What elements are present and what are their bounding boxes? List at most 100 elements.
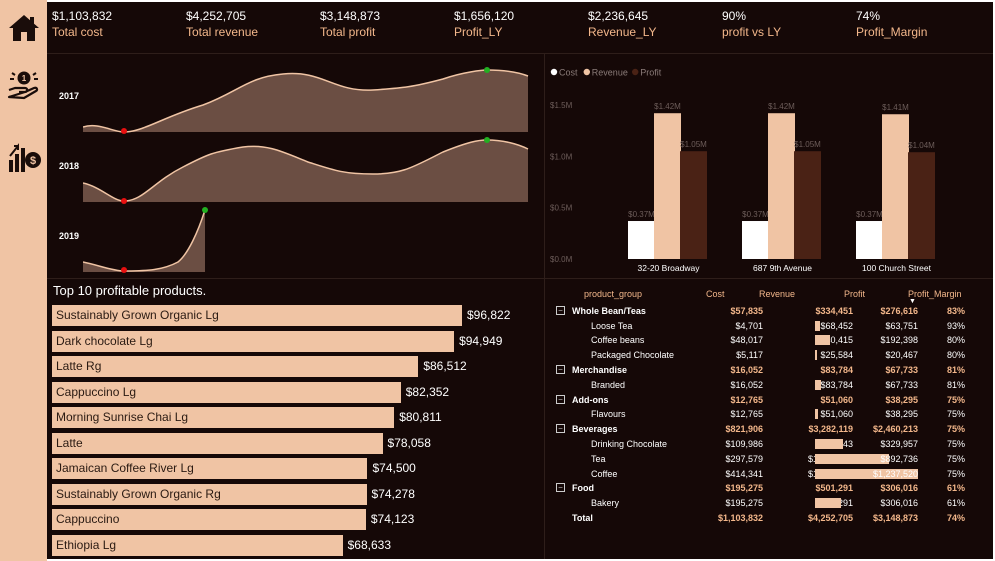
cell-profit: $20,467 [885, 350, 918, 361]
product-label: Sustainably Grown Organic Lg [56, 308, 219, 322]
kpi-value: $2,236,645 [588, 9, 649, 23]
cell-margin: 80% [946, 335, 965, 346]
profit-data-bar [815, 335, 831, 346]
product-bar-row[interactable]: Ethiopia Lg $68,633 [52, 534, 542, 556]
y-tick-label: $1.0M [550, 152, 573, 161]
svg-text:$: $ [30, 155, 36, 167]
product-bar-row[interactable]: Cappuccino Lg $82,352 [52, 381, 542, 403]
matrix-row[interactable]: Packaged Chocolate $5,117 $25,584 $20,467 80… [552, 348, 988, 363]
kpi-value: $1,656,120 [454, 9, 515, 23]
collapse-icon[interactable]: − [556, 483, 565, 493]
header-profit[interactable]: Profit [844, 289, 866, 299]
cell-revenue: $25,584 [820, 350, 853, 361]
bar-profit [794, 151, 821, 259]
cell-cost: $12,765 [730, 409, 763, 420]
cell-profit: $67,733 [885, 364, 918, 375]
cell-profit: $192,398 [880, 335, 918, 346]
product-label: Latte Rg [56, 359, 102, 373]
product-label: Sustainably Grown Organic Rg [56, 486, 221, 501]
kpi-label: Total revenue [186, 25, 259, 39]
row-label: Loose Tea [591, 320, 633, 331]
year-label-2019: 2019 [59, 231, 80, 241]
chart-legend[interactable]: Cost Revenue Profit [550, 68, 662, 78]
product-bar [52, 305, 462, 326]
collapse-icon[interactable]: − [556, 424, 565, 434]
product-bar-row[interactable]: Sustainably Grown Organic Rg $74,278 [52, 483, 542, 505]
product-bar-row[interactable]: Sustainably Grown Organic Lg $96,822 [52, 305, 542, 326]
product-bar-row[interactable]: Jamaican Coffee River Lg $74,500 [52, 458, 542, 479]
kpi-profit-vs-ly: 90% profit vs LY [722, 8, 781, 40]
bar-revenue [768, 113, 795, 259]
row-label: Branded [591, 379, 626, 390]
row-label: Coffee beans [591, 335, 645, 346]
data-label: $1.42M [654, 102, 681, 111]
bar-profit [680, 151, 707, 259]
cell-revenue: $83,784 [820, 364, 853, 375]
kpi-label: Profit_LY [454, 25, 503, 39]
cell-margin: 83% [946, 305, 965, 316]
product-bar [52, 458, 368, 479]
matrix-group-row[interactable]: − Food $195,275 $501,291 $306,016 61% [552, 481, 988, 496]
profit-growth-icon[interactable]: $ [6, 138, 42, 174]
product-value: $94,949 [459, 333, 503, 348]
cell-cost: $16,052 [730, 364, 763, 375]
product-bar [52, 381, 401, 403]
product-bar-row[interactable]: Cappuccino $74,123 [52, 509, 542, 530]
max-marker [484, 137, 490, 143]
product-bar [52, 483, 367, 505]
header-revenue[interactable]: Revenue [759, 289, 796, 299]
y-axis: $0.0M $0.5M $1.0M $1.5M [550, 101, 573, 264]
kpi-profit-margin: 74% Profit_Margin [856, 8, 927, 40]
product-value: $86,512 [423, 359, 467, 373]
collapse-icon[interactable]: − [556, 305, 565, 315]
product-bar-row[interactable]: Morning Sunrise Chai Lg $80,811 [52, 407, 542, 428]
area-chart-2019[interactable] [83, 207, 208, 273]
year-label-2017: 2017 [59, 91, 80, 101]
area-chart-2018[interactable] [83, 137, 529, 204]
legend-label: Revenue [592, 68, 628, 78]
matrix-row[interactable]: Coffee beans $48,017 $240,415 $192,398 80% [552, 333, 988, 348]
matrix-row[interactable]: Flavours $12,765 $51,060 $38,295 75% [552, 407, 988, 422]
header-profit-margin[interactable]: Profit_Margin [908, 289, 962, 299]
money-hand-icon[interactable]: 1 [6, 66, 42, 102]
row-label: Coffee [591, 468, 618, 479]
matrix-group-row[interactable]: − Whole Bean/Teas $57,835 $334,451 $276,616 8… [552, 304, 988, 319]
home-icon[interactable] [6, 10, 42, 46]
matrix-total-row[interactable]: Total $1,103,832 $4,252,705 $3,148,873 74% [552, 511, 988, 526]
kpi-revenue-ly: $2,236,645 Revenue_LY [588, 8, 657, 40]
product-bar [52, 432, 383, 454]
sort-desc-icon[interactable]: ▼ [909, 298, 916, 305]
matrix-group-row[interactable]: − Beverages $821,906 $3,282,119 $2,460,213 75… [552, 422, 988, 437]
cell-cost: $5,117 [736, 350, 763, 361]
product-bar-row[interactable]: Dark chocolate Lg $94,949 [52, 330, 542, 352]
matrix-row[interactable]: Loose Tea $4,701 $68,452 $63,751 93% [552, 319, 988, 334]
bar-cost [742, 221, 769, 259]
y-tick-label: $0.5M [550, 204, 573, 213]
product-bar-row[interactable]: Latte Rg $86,512 [52, 356, 542, 377]
row-label: Flavours [591, 409, 626, 420]
product-bar-row[interactable]: Latte $78,058 [52, 432, 542, 454]
matrix-group-row[interactable]: − Merchandise $16,052 $83,784 $67,733 81% [552, 363, 988, 378]
matrix-group-row[interactable]: − Add-ons $12,765 $51,060 $38,295 75% [552, 393, 988, 408]
cell-revenue: $501,291 [815, 483, 853, 494]
collapse-icon[interactable]: − [556, 364, 565, 374]
header-cost[interactable]: Cost [706, 289, 725, 299]
row-label: Packaged Chocolate [591, 350, 675, 361]
matrix-row[interactable]: Drinking Chocolate$109,986$439,943$329,9… [552, 437, 988, 452]
svg-text:1: 1 [22, 74, 27, 83]
header-product-group[interactable]: product_group [584, 289, 643, 299]
row-label: Total [572, 512, 593, 523]
cell-revenue: $51,060 [820, 409, 853, 420]
cell-margin: 81% [946, 364, 965, 375]
row-label: Beverages [572, 424, 618, 435]
cell-margin: 75% [946, 468, 965, 479]
kpi-total-cost: $1,103,832 Total cost [52, 8, 112, 40]
cell-margin: 75% [946, 394, 965, 405]
collapse-icon[interactable]: − [556, 394, 565, 404]
matrix-row[interactable]: Branded $16,052 $83,784 $67,733 81% [552, 378, 988, 393]
cell-profit: $1,237,520 [872, 468, 918, 479]
area-chart-2017[interactable] [83, 67, 529, 134]
